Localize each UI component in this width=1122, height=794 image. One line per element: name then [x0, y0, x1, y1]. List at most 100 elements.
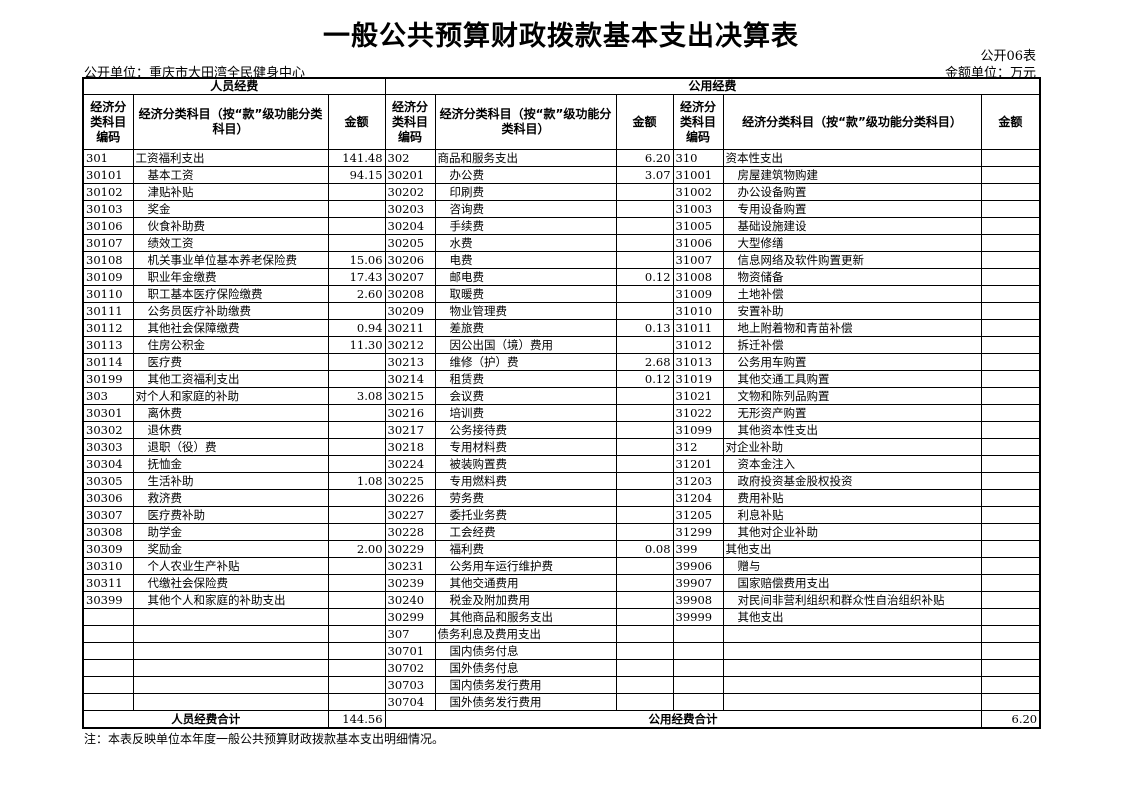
table-row: 30704 国外债务发行费用 — [82, 693, 1041, 711]
cell-name: 公务用车购置 — [722, 353, 982, 371]
cell-amount — [327, 676, 386, 694]
cell-code: 30216 — [384, 404, 436, 422]
cell-name: 租赁费 — [434, 370, 617, 388]
cell-name: 福利费 — [434, 540, 617, 558]
page-title: 一般公共预算财政拨款基本支出决算表 — [323, 21, 799, 52]
cell-amount: 0.08 — [615, 540, 674, 558]
cell-code: 30303 — [82, 438, 134, 456]
cell-amount: 1.08 — [327, 472, 386, 490]
name-header: 经济分类科目（按“款”级功能分类科目） — [132, 94, 329, 150]
cell-amount — [615, 625, 674, 643]
cell-name: 文物和陈列品购置 — [722, 387, 982, 405]
cell-code: 30310 — [82, 557, 134, 575]
cell-code: 31007 — [672, 251, 724, 269]
cell-code: 31022 — [672, 404, 724, 422]
cell-amount — [615, 591, 674, 609]
cell-name: 其他交通费用 — [434, 574, 617, 592]
cell-code: 30208 — [384, 285, 436, 303]
name-header: 经济分类科目（按“款”级功能分类科目） — [722, 94, 982, 150]
cell-code: 30703 — [384, 676, 436, 694]
cell-amount: 15.06 — [327, 251, 386, 269]
cell-amount — [615, 506, 674, 524]
cell-amount: 94.15 — [327, 166, 386, 184]
cell-amount — [327, 625, 386, 643]
cell-amount: 17.43 — [327, 268, 386, 286]
cell-code — [672, 642, 724, 660]
cell-name — [722, 659, 982, 677]
cell-name: 被装购置费 — [434, 455, 617, 473]
amount-header: 金额 — [615, 94, 674, 150]
cell-name: 国外债务发行费用 — [434, 693, 617, 711]
cell-code: 30199 — [82, 370, 134, 388]
cell-amount — [980, 608, 1041, 626]
cell-code: 31008 — [672, 268, 724, 286]
cell-amount — [980, 166, 1041, 184]
cell-name: 其他个人和家庭的补助支出 — [132, 591, 329, 609]
cell-amount — [980, 285, 1041, 303]
cell-amount: 2.00 — [327, 540, 386, 558]
cell-amount — [980, 574, 1041, 592]
cell-code: 30704 — [384, 693, 436, 711]
cell-name: 公务用车运行维护费 — [434, 557, 617, 575]
cell-code: 307 — [384, 625, 436, 643]
totals-row: 人员经费合计 144.56 公用经费合计 6.20 — [82, 710, 1041, 729]
table-row: 30308 助学金 30228 工会经费 31299 其他对企业补助 — [82, 523, 1041, 541]
cell-code: 30226 — [384, 489, 436, 507]
cell-code: 30205 — [384, 234, 436, 252]
cell-amount — [980, 421, 1041, 439]
cell-name: 专用燃料费 — [434, 472, 617, 490]
cell-name: 基本工资 — [132, 166, 329, 184]
cell-name: 取暖费 — [434, 285, 617, 303]
footnote: 注：本表反映单位本年度一般公共预算财政拨款基本支出明细情况。 — [84, 732, 445, 746]
cell-name: 商品和服务支出 — [434, 149, 617, 167]
cell-name: 奖金 — [132, 200, 329, 218]
cell-amount — [615, 421, 674, 439]
cell-name: 会议费 — [434, 387, 617, 405]
cell-name: 手续费 — [434, 217, 617, 235]
cell-name: 办公设备购置 — [722, 183, 982, 201]
cell-code: 302 — [384, 149, 436, 167]
name-header: 经济分类科目（按“款”级功能分类科目） — [434, 94, 617, 150]
cell-amount — [327, 506, 386, 524]
table-row: 30101 基本工资 94.15 30201 办公费 3.07 31001 房屋建筑物购建 — [82, 166, 1041, 184]
cell-amount — [615, 217, 674, 235]
table-number: 公开06表 — [980, 49, 1036, 64]
cell-code — [82, 625, 134, 643]
cell-amount — [980, 302, 1041, 320]
cell-name: 救济费 — [132, 489, 329, 507]
cell-code: 30229 — [384, 540, 436, 558]
cell-code: 30102 — [82, 183, 134, 201]
cell-code: 30201 — [384, 166, 436, 184]
cell-name: 房屋建筑物购建 — [722, 166, 982, 184]
cell-code: 30302 — [82, 421, 134, 439]
table-row: 30303 退职（役）费 30218 专用材料费 312 对企业补助 — [82, 438, 1041, 456]
cell-amount — [615, 489, 674, 507]
cell-name: 代缴社会保险费 — [132, 574, 329, 592]
cell-code — [82, 693, 134, 711]
personnel-total-amount: 144.56 — [327, 710, 386, 729]
cell-amount: 3.07 — [615, 166, 674, 184]
cell-amount: 0.12 — [615, 268, 674, 286]
cell-name: 资本金注入 — [722, 455, 982, 473]
cell-code: 30202 — [384, 183, 436, 201]
code-header: 经济分类科目编码 — [82, 94, 134, 150]
cell-amount — [615, 200, 674, 218]
cell-amount — [980, 234, 1041, 252]
cell-amount: 0.13 — [615, 319, 674, 337]
table-row: 30114 医疗费 30213 维修（护）费 2.68 31013 公务用车购置 — [82, 353, 1041, 371]
cell-name: 基础设施建设 — [722, 217, 982, 235]
cell-code: 30214 — [384, 370, 436, 388]
cell-code: 31201 — [672, 455, 724, 473]
cell-amount — [615, 438, 674, 456]
cell-code: 30209 — [384, 302, 436, 320]
cell-name: 对个人和家庭的补助 — [132, 387, 329, 405]
cell-name: 物业管理费 — [434, 302, 617, 320]
cell-amount — [327, 608, 386, 626]
cell-code: 30225 — [384, 472, 436, 490]
cell-code: 39906 — [672, 557, 724, 575]
personnel-header: 人员经费 — [82, 77, 386, 95]
cell-code: 30106 — [82, 217, 134, 235]
cell-code — [82, 676, 134, 694]
cell-name: 办公费 — [434, 166, 617, 184]
cell-code: 30304 — [82, 455, 134, 473]
